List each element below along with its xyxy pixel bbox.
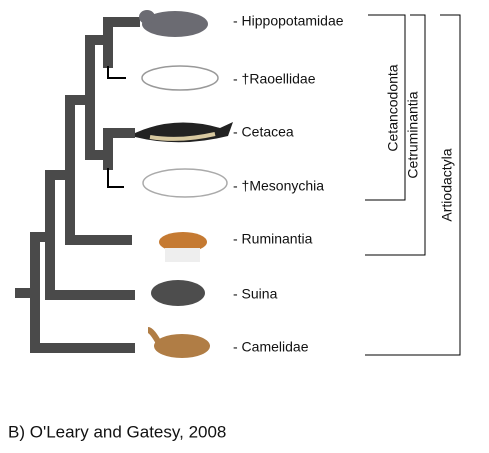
clade-label: Cetancodonta	[385, 64, 401, 151]
tree	[15, 17, 140, 353]
clade-label: Artiodactyla	[439, 148, 455, 221]
taxon-label: - Ruminantia	[233, 231, 313, 247]
caption: B) O'Leary and Gatesy, 2008	[8, 422, 226, 441]
taxon-label: - Suina	[233, 286, 278, 302]
taxa-labels: - Hippopotamidae - †Raoellidae - Cetacea - …	[233, 13, 344, 355]
taxon-label: - †Raoellidae	[233, 71, 316, 87]
clade-label: Cetruminantia	[405, 91, 421, 178]
taxon-label: - †Mesonychia	[233, 178, 324, 194]
taxon-label: - Cetacea	[233, 124, 294, 140]
clade-brackets	[365, 14, 461, 356]
animal-icons	[135, 10, 233, 358]
taxon-label: - Camelidae	[233, 339, 309, 355]
taxon-label: - Hippopotamidae	[233, 13, 344, 29]
